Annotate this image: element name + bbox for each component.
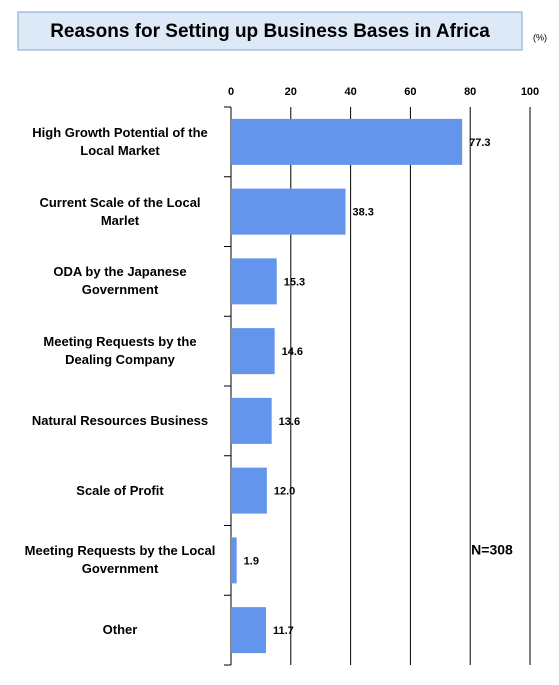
bar: [231, 397, 272, 444]
y-tick-label: Meeting Requests by the Local Government: [24, 543, 216, 577]
value-label: 15.3: [284, 276, 305, 288]
y-tick-label: Natural Resources Business: [31, 412, 209, 428]
value-label: 1.9: [244, 555, 259, 567]
bar: [231, 188, 346, 235]
y-tick-label: Other: [102, 622, 138, 638]
bar: [231, 607, 266, 654]
x-tick-label: 0: [228, 86, 234, 98]
x-tick-label: 40: [344, 86, 356, 98]
value-label: 13.6: [279, 416, 300, 428]
x-tick-label: 100: [521, 86, 539, 98]
title-box: [17, 11, 523, 51]
value-label: 77.3: [469, 137, 490, 149]
y-tick-label: Current Scale of the Local Marlet: [39, 194, 201, 228]
x-tick-label: 80: [464, 86, 476, 98]
y-tick-label: Scale of Profit: [76, 482, 164, 498]
chart-title: Reasons for Setting up Business Bases in…: [50, 21, 490, 42]
y-tick-label: ODA by the Japanese Government: [53, 264, 187, 298]
unit-label: (%): [533, 32, 547, 42]
bar: [231, 537, 237, 584]
value-label: 14.6: [282, 346, 303, 358]
y-tick-label: High Growth Potential of the Local Marke…: [32, 124, 208, 158]
value-label: 11.7: [273, 625, 294, 637]
value-label: 12.0: [274, 486, 295, 498]
x-tick-label: 60: [404, 86, 416, 98]
y-tick-label: Meeting Requests by the Dealing Company: [43, 334, 197, 368]
annotation: N=308: [471, 542, 513, 558]
x-tick-label: 20: [285, 86, 297, 98]
value-label: 38.3: [353, 207, 374, 219]
bar: [231, 467, 267, 514]
bar: [231, 328, 275, 375]
bar: [231, 118, 463, 165]
bar: [231, 258, 277, 305]
